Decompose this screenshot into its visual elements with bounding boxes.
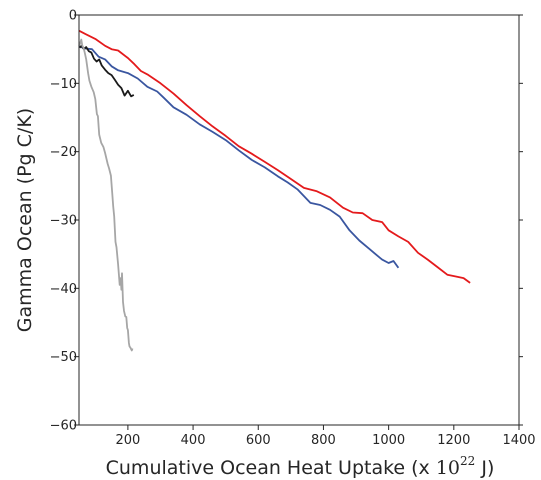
y-tick-label: −30 <box>50 214 77 229</box>
y-tick-label: 0 <box>69 9 77 24</box>
x-tick-label: 600 <box>246 433 271 448</box>
y-tick-label: −20 <box>50 145 77 160</box>
x-tick-label: 1200 <box>437 433 470 448</box>
x-tick-label: 200 <box>115 433 140 448</box>
x-tick-label: 400 <box>181 433 206 448</box>
y-tick-label: −50 <box>50 350 77 365</box>
x-tick-label: 1400 <box>502 433 535 448</box>
x-tick-label: 800 <box>311 433 336 448</box>
y-axis-title: Gamma Ocean (Pg C/K) <box>14 108 36 332</box>
series-line-3 <box>79 44 135 98</box>
x-axis-title-exponent: 22 <box>460 454 475 468</box>
y-tick-label: −40 <box>50 282 77 297</box>
y-tick-label: −60 <box>50 419 77 434</box>
x-axis-title-base: 10 <box>436 457 460 479</box>
series-line-1 <box>78 29 471 284</box>
x-tick-label: 1000 <box>372 433 405 448</box>
x-axis-title: Cumulative Ocean Heat Uptake (x 1022 J) <box>106 454 495 479</box>
tick-layer: 200 400 600 800 1000 1200 1400 0 −10 −20 −30 −40 −50… <box>50 9 536 449</box>
plot-area-frame <box>78 14 520 426</box>
series-line-2 <box>78 45 400 269</box>
y-tick-label: −10 <box>50 77 77 92</box>
x-axis-title-suffix: J) <box>475 457 494 479</box>
series-layer <box>78 29 471 352</box>
series-line-4 <box>78 38 134 352</box>
x-axis-title-prefix: Cumulative Ocean Heat Uptake (x <box>106 457 436 479</box>
